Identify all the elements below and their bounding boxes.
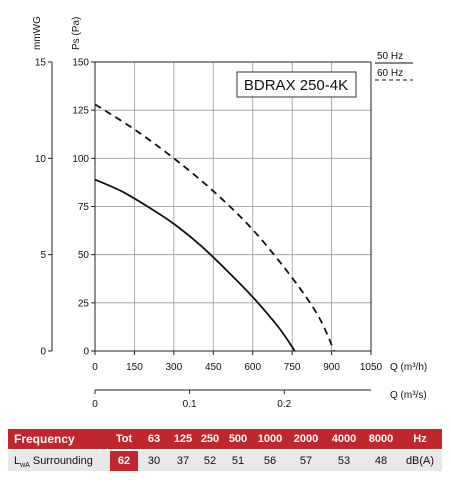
- table-header-cell: Hz: [413, 433, 427, 445]
- table-header-cell: 250: [200, 433, 220, 445]
- flow-ms-axis-title: Q (m³/s): [390, 390, 427, 401]
- table-value-cell: 51: [231, 455, 245, 467]
- legend-60hz-label: 60 Hz: [377, 68, 403, 79]
- table-header-cell: 8000: [368, 433, 394, 445]
- x-tick-label: 300: [166, 362, 183, 373]
- x-tick-label: 600: [244, 362, 261, 373]
- table-value-cell: dB(A): [405, 455, 435, 467]
- flow-axis-title: Q (m³/h): [390, 362, 427, 373]
- x-axis-ticks: 0 150 300 450 600 750 900 1050: [92, 351, 383, 373]
- y-tick-label: 75: [78, 202, 90, 213]
- x-tick-label: 450: [205, 362, 222, 373]
- x-tick-label: 900: [323, 362, 340, 373]
- table-value-cell: 53: [337, 455, 351, 467]
- table-header-cell: 500: [228, 433, 248, 445]
- surrounding-label: LwA Surrounding: [14, 451, 93, 471]
- mmwg-tick-label: 10: [35, 154, 47, 165]
- table-value-cell: 48: [374, 455, 388, 467]
- series-line-50hz: [94, 178, 296, 352]
- y-tick-label: 0: [83, 347, 89, 358]
- table-header-cell: 4000: [331, 433, 357, 445]
- surrounding-text: Surrounding: [29, 455, 93, 467]
- secondary-x-tick-label: 0.1: [183, 399, 197, 410]
- mmwg-axis-title: mmWG: [32, 16, 43, 50]
- x-tick-label: 150: [126, 362, 143, 373]
- chart-grid: [95, 62, 371, 351]
- table-value-cell: 30: [147, 455, 161, 467]
- table-data-row: LwA Surrounding 62 30 37 52 51 56 57 53 48 dB(A): [8, 451, 442, 471]
- mmwg-axis: 0 5 10 15: [35, 58, 53, 358]
- series-line-60hz: [94, 103, 336, 352]
- total-value-cell: 62: [110, 451, 138, 471]
- x-tick-label: 750: [284, 362, 301, 373]
- mmwg-tick-label: 5: [40, 250, 46, 261]
- table-header-cell: 2000: [293, 433, 319, 445]
- lwa-subscript: wA: [20, 462, 30, 470]
- table-header-row: Frequency Tot 63 125 250 500 1000 2000 4000 8000…: [8, 429, 442, 449]
- y-tick-label: 25: [78, 298, 90, 309]
- table-value-cell: 56: [263, 455, 277, 467]
- pressure-axis-title: Ps (Pa): [71, 17, 82, 50]
- legend-50hz-label: 50 Hz: [377, 51, 403, 62]
- x-tick-label: 0: [92, 362, 98, 373]
- table-value-cell: 37: [176, 455, 190, 467]
- lwa-symbol: L: [14, 455, 21, 467]
- table-header-cell: Tot: [115, 433, 133, 445]
- model-label: BDRAX 250-4K: [244, 77, 348, 94]
- y-axis-ticks: 0 25 50 75 100 125 150: [72, 58, 95, 358]
- series-lines: [94, 103, 336, 352]
- model-label-box: [236, 71, 357, 98]
- y-tick-label: 50: [78, 250, 90, 261]
- table-header-cell: 1000: [257, 433, 283, 445]
- sound-level-table: Frequency Tot 63 125 250 500 1000 2000 4000 8000…: [8, 427, 442, 472]
- secondary-x-tick-label: 0: [92, 399, 98, 410]
- frequency-label: Frequency: [14, 432, 75, 446]
- table-value-cell: 57: [299, 455, 313, 467]
- table-header-cell: 125: [173, 433, 193, 445]
- secondary-x-tick-label: 0.2: [277, 399, 291, 410]
- mmwg-tick-label: 0: [40, 347, 46, 358]
- y-tick-label: 100: [72, 154, 89, 165]
- y-tick-label: 125: [72, 106, 89, 117]
- x-tick-label: 1050: [360, 362, 383, 373]
- table-value-cell: 52: [203, 455, 217, 467]
- table-header-cell: 63: [147, 433, 161, 445]
- fan-performance-chart: 0 25 50 75 100 125 150 0 5 10 15 0 150 300 450 600 750…: [32, 16, 427, 410]
- y-tick-label: 150: [72, 58, 89, 69]
- secondary-x-axis: 0 0.1 0.2: [92, 389, 371, 410]
- mmwg-tick-label: 15: [35, 58, 47, 69]
